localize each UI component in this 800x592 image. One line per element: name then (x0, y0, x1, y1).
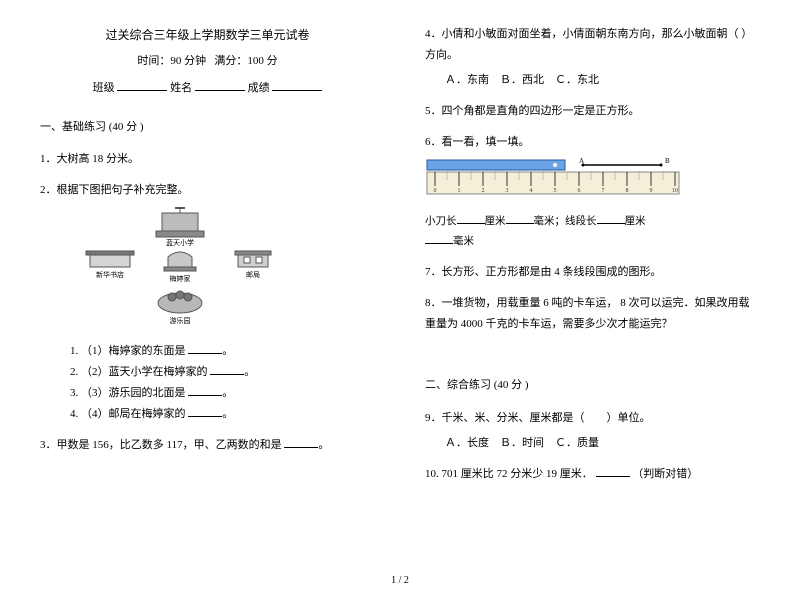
map-left-label: 新华书店 (96, 270, 124, 279)
map-diagram: 蓝天小学 新华书店 梅婷家 邮局 游乐园 (80, 207, 280, 337)
svg-text:5: 5 (554, 188, 557, 194)
q10b: （判断对错） (632, 468, 698, 480)
q10-blank (596, 465, 630, 477)
left-column: 过关综合三年级上学期数学三单元试卷 时间：90 分钟 满分：100 分 班级 姓… (40, 24, 375, 484)
q2-4-blank (188, 405, 222, 417)
time-label: 时间： (137, 55, 170, 67)
q6-b1 (457, 212, 485, 224)
q6c: 毫米；线段长 (534, 216, 597, 227)
time-value: 90 分钟 (170, 55, 206, 67)
map-top-label: 蓝天小学 (166, 238, 194, 247)
q3a: 3．甲数是 156，比乙数多 117，甲、乙两数的和是 (40, 439, 284, 451)
q6-fill-row: 小刀长 厘米 毫米；线段长 厘米 毫米 (425, 212, 760, 252)
class-blank (117, 79, 167, 91)
q1: 1．大树高 18 分米。 (40, 149, 375, 170)
map-right-label: 邮局 (246, 270, 260, 279)
full-label: 满分： (214, 55, 247, 67)
q2-1a: 1. （1）梅婷家的东面是 (70, 345, 188, 357)
q7: 7．长方形、正方形都是由 4 条线段围成的图形。 (425, 262, 760, 283)
svg-text:8: 8 (626, 188, 629, 194)
q2-4b: 。 (222, 408, 233, 420)
q6b: 厘米 (485, 216, 506, 227)
q8: 8．一堆货物，用载重量 6 吨的卡车运， 8 次可以运完．如果改用载重量为 40… (425, 293, 760, 335)
q6-b2 (506, 212, 534, 224)
q6a: 小刀长 (425, 216, 457, 227)
q5: 5．四个角都是直角的四边形一定是正方形。 (425, 101, 760, 122)
q3b: 。 (318, 439, 329, 451)
q2: 2．根据下图把句子补充完整。 (40, 180, 375, 201)
page-number: 1 / 2 (0, 575, 800, 586)
section-2-heading: 二、综合练习 (40 分 ) (425, 375, 760, 396)
score-blank (272, 79, 322, 91)
q9: 9．千米、米、分米、厘米都是（ ）单位。 (425, 408, 760, 429)
q6-b3 (597, 212, 625, 224)
map-bottom-label: 游乐园 (170, 316, 191, 325)
svg-text:9: 9 (650, 188, 653, 194)
svg-text:0: 0 (434, 188, 437, 194)
q6d: 厘米 (625, 216, 646, 227)
q4-options: Ａ．东南 Ｂ．西北 Ｃ．东北 (425, 70, 760, 91)
svg-text:10: 10 (672, 188, 678, 194)
q10: 10. 701 厘米比 72 分米少 19 厘米． （判断对错） (425, 464, 760, 485)
svg-text:A: A (579, 158, 584, 165)
q2-1b: 。 (222, 345, 233, 357)
exam-subtitle: 时间：90 分钟 满分：100 分 (40, 51, 375, 72)
name-blank (195, 79, 245, 91)
q10a: 10. 701 厘米比 72 分米少 19 厘米． (425, 468, 593, 480)
map-center-label: 梅婷家 (170, 274, 191, 283)
q3: 3．甲数是 156，比乙数多 117，甲、乙两数的和是 。 (40, 435, 375, 456)
q9-options: Ａ．长度 Ｂ．时间 Ｃ．质量 (425, 433, 760, 454)
q3-blank (284, 436, 318, 448)
q2-2b: 。 (244, 366, 255, 378)
svg-text:2: 2 (482, 188, 485, 194)
ruler-diagram: A B (425, 158, 760, 210)
q4: 4．小倩和小敏面对面坐着，小倩面朝东南方向，那么小敏面朝（ ）方向。 (425, 24, 760, 66)
right-column: 4．小倩和小敏面对面坐着，小倩面朝东南方向，那么小敏面朝（ ）方向。 Ａ．东南 … (425, 24, 760, 484)
section-1-heading: 一、基础练习 (40 分 ) (40, 117, 375, 138)
q6e: 毫米 (453, 236, 474, 247)
svg-text:B: B (665, 158, 670, 165)
q2-3a: 3. （3）游乐园的北面是 (70, 387, 188, 399)
svg-text:6: 6 (578, 188, 581, 194)
exam-title: 过关综合三年级上学期数学三单元试卷 (40, 24, 375, 47)
q2-3b: 。 (222, 387, 233, 399)
q2-1-blank (188, 342, 222, 354)
q2-4a: 4. （4）邮局在梅婷家的 (70, 408, 188, 420)
q2-subitems: 1. （1）梅婷家的东面是 。 2. （2）蓝天小学在梅婷家的 。 3. （3）… (40, 341, 375, 425)
q2-3-blank (188, 384, 222, 396)
score-label: 成绩 (248, 82, 270, 94)
q6-b4 (425, 232, 453, 244)
q6: 6．看一看，填一填。 (425, 132, 760, 153)
name-label: 姓名 (170, 82, 192, 94)
q2-2-blank (210, 363, 244, 375)
svg-text:4: 4 (530, 188, 533, 194)
class-label: 班级 (93, 82, 115, 94)
svg-text:3: 3 (506, 188, 509, 194)
svg-text:1: 1 (458, 188, 461, 194)
q2-2a: 2. （2）蓝天小学在梅婷家的 (70, 366, 210, 378)
full-value: 100 分 (247, 55, 277, 67)
svg-text:7: 7 (602, 188, 605, 194)
student-info-row: 班级 姓名 成绩 (40, 78, 375, 99)
